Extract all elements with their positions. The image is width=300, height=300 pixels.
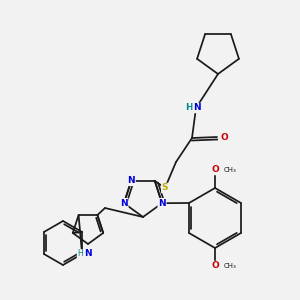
Text: O: O (211, 166, 219, 175)
Text: H: H (185, 103, 193, 112)
Text: O: O (211, 262, 219, 271)
Text: CH₃: CH₃ (224, 167, 237, 173)
Text: N: N (193, 103, 201, 112)
Text: S: S (162, 184, 168, 193)
Text: CH₃: CH₃ (224, 263, 237, 269)
Text: O: O (220, 133, 228, 142)
Text: N: N (158, 199, 166, 208)
Text: N: N (84, 250, 92, 259)
Text: N: N (120, 199, 128, 208)
Text: N: N (128, 176, 135, 185)
Text: H: H (77, 250, 83, 259)
